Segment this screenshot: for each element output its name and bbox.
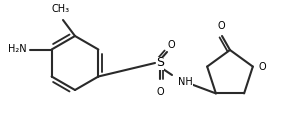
Text: O: O [167, 40, 175, 50]
Text: O: O [156, 87, 164, 97]
Text: O: O [217, 21, 225, 31]
Text: NH: NH [178, 77, 193, 87]
Text: H₂N: H₂N [8, 44, 27, 55]
Text: CH₃: CH₃ [52, 4, 70, 14]
Text: O: O [259, 62, 266, 72]
Text: S: S [156, 56, 164, 70]
